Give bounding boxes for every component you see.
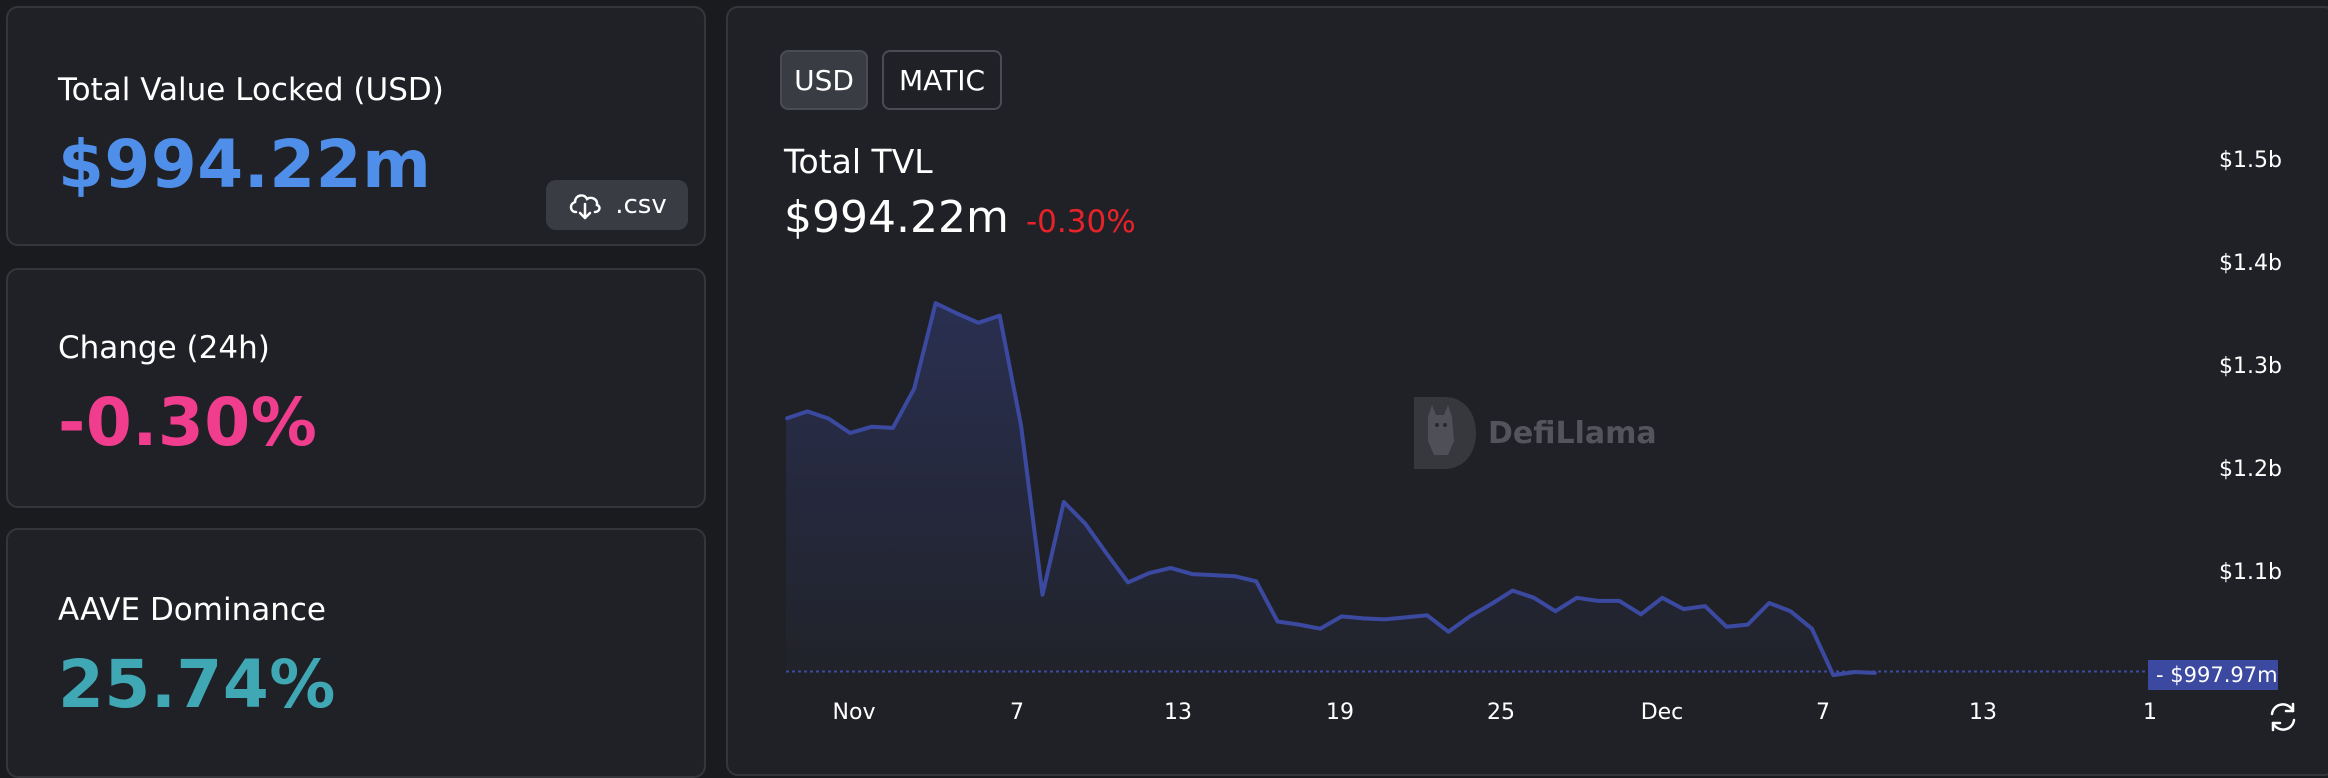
change-value: -0.30%	[58, 384, 318, 461]
tvl-data-point	[1255, 580, 1258, 583]
tvl-data-point	[1212, 574, 1215, 577]
tvl-data-point	[1404, 616, 1407, 619]
tvl-data-point	[1490, 603, 1493, 605]
chart-tvl-value: $994.22m	[784, 192, 1009, 243]
y-tick-1: $1.5b	[2219, 148, 2282, 173]
tvl-data-point	[870, 425, 873, 428]
chart-change-value: -0.30%	[1026, 204, 1136, 240]
tvl-data-point	[1169, 566, 1172, 569]
cloud-download-icon	[570, 194, 601, 220]
tvl-data-point	[1276, 620, 1279, 623]
tvl-data-point	[1468, 615, 1471, 618]
tvl-data-point	[1447, 630, 1450, 633]
tvl-data-point	[1853, 671, 1856, 673]
current-price-flag: - $997.97m	[2148, 660, 2278, 690]
tvl-data-point	[891, 426, 894, 429]
watermark-text: DefiLlama	[1488, 415, 1657, 451]
tvl-data-point	[1084, 522, 1087, 525]
dominance-label: AAVE Dominance	[58, 592, 326, 628]
x-tick-dec-7: 7	[1816, 700, 1830, 725]
tvl-card: Total Value Locked (USD) $994.22m .csv	[6, 6, 706, 246]
tvl-data-point	[1340, 615, 1343, 618]
change-label: Change (24h)	[58, 330, 270, 366]
tvl-data-point	[1191, 573, 1194, 576]
y-tick-3: $1.3b	[2219, 354, 2282, 379]
tvl-data-point	[1832, 674, 1835, 677]
tvl-data-point	[1105, 552, 1108, 555]
x-tick-nov-13: 13	[1164, 700, 1192, 725]
tvl-data-point	[1020, 424, 1023, 427]
defillama-watermark: DefiLlama	[1408, 393, 1657, 473]
x-tick-nov-19: 19	[1326, 700, 1354, 725]
tvl-label: Total Value Locked (USD)	[58, 72, 444, 108]
tvl-data-point	[1554, 610, 1557, 613]
tvl-value: $994.22m	[58, 126, 432, 203]
tvl-data-point	[849, 432, 852, 434]
dominance-card: AAVE Dominance 25.74%	[6, 528, 706, 778]
tvl-data-point	[1575, 596, 1578, 599]
download-csv-button[interactable]: .csv	[546, 180, 688, 230]
tvl-data-point	[806, 410, 809, 413]
tvl-data-point	[1297, 623, 1300, 626]
tvl-data-point	[1875, 672, 1877, 674]
chart-card: USD MATIC Total TVL $994.22m -0.30% Defi…	[726, 6, 2328, 776]
tvl-data-point	[956, 312, 958, 315]
tvl-data-point	[1127, 581, 1129, 584]
x-tick-nov-25: 25	[1487, 700, 1515, 725]
llama-logo-icon	[1414, 397, 1476, 469]
dominance-value: 25.74%	[58, 646, 336, 723]
tvl-data-point	[1725, 625, 1728, 628]
tvl-data-point	[1618, 599, 1621, 602]
tvl-series-line	[785, 301, 1877, 678]
toggle-usd[interactable]: USD	[780, 50, 868, 110]
tvl-data-point	[1533, 596, 1535, 599]
tvl-data-point	[1768, 602, 1771, 604]
tvl-data-point	[1062, 501, 1065, 503]
tvl-data-point	[1682, 608, 1685, 611]
current-price-marker: -	[2156, 663, 2171, 687]
tvl-data-point	[1426, 614, 1429, 617]
tvl-data-point	[1511, 589, 1514, 592]
tvl-data-point	[1041, 593, 1044, 596]
refresh-icon[interactable]	[2266, 700, 2300, 734]
x-tick-dec-19: 19	[2143, 700, 2155, 725]
tvl-data-point	[934, 302, 937, 305]
tvl-data-point	[1383, 618, 1386, 621]
tvl-data-point	[1319, 627, 1322, 630]
y-tick-2: $1.4b	[2219, 251, 2282, 276]
tvl-data-point	[1639, 613, 1642, 616]
current-price-label: $997.97m	[2170, 663, 2278, 687]
csv-label: .csv	[615, 190, 667, 220]
tvl-data-point	[1233, 575, 1236, 578]
x-tick-nov-7: 7	[1010, 700, 1024, 725]
tvl-data-point	[1597, 599, 1600, 602]
tvl-data-point	[1704, 605, 1706, 608]
toggle-matic[interactable]: MATIC	[882, 50, 1002, 110]
tvl-data-point	[785, 417, 787, 420]
y-tick-5: $1.1b	[2219, 560, 2282, 585]
tvl-data-point	[1746, 623, 1749, 626]
tvl-data-point	[1661, 596, 1664, 599]
x-tick-dec: Dec	[1640, 700, 1684, 725]
tvl-data-point	[827, 417, 830, 420]
x-tick-dec-13: 13	[1969, 700, 1997, 725]
tvl-data-point	[1362, 617, 1365, 620]
tvl-data-point	[1148, 572, 1151, 575]
tvl-area-fill	[786, 303, 1876, 676]
tvl-data-point	[1810, 627, 1813, 630]
tvl-data-point	[977, 321, 980, 324]
x-tick-nov: Nov	[832, 700, 876, 725]
chart-title: Total TVL	[784, 142, 933, 181]
tvl-data-point	[1789, 610, 1792, 613]
y-tick-4: $1.2b	[2219, 457, 2282, 482]
tvl-data-point	[913, 387, 916, 390]
change-card: Change (24h) -0.30%	[6, 268, 706, 508]
tvl-data-point	[998, 314, 1001, 317]
